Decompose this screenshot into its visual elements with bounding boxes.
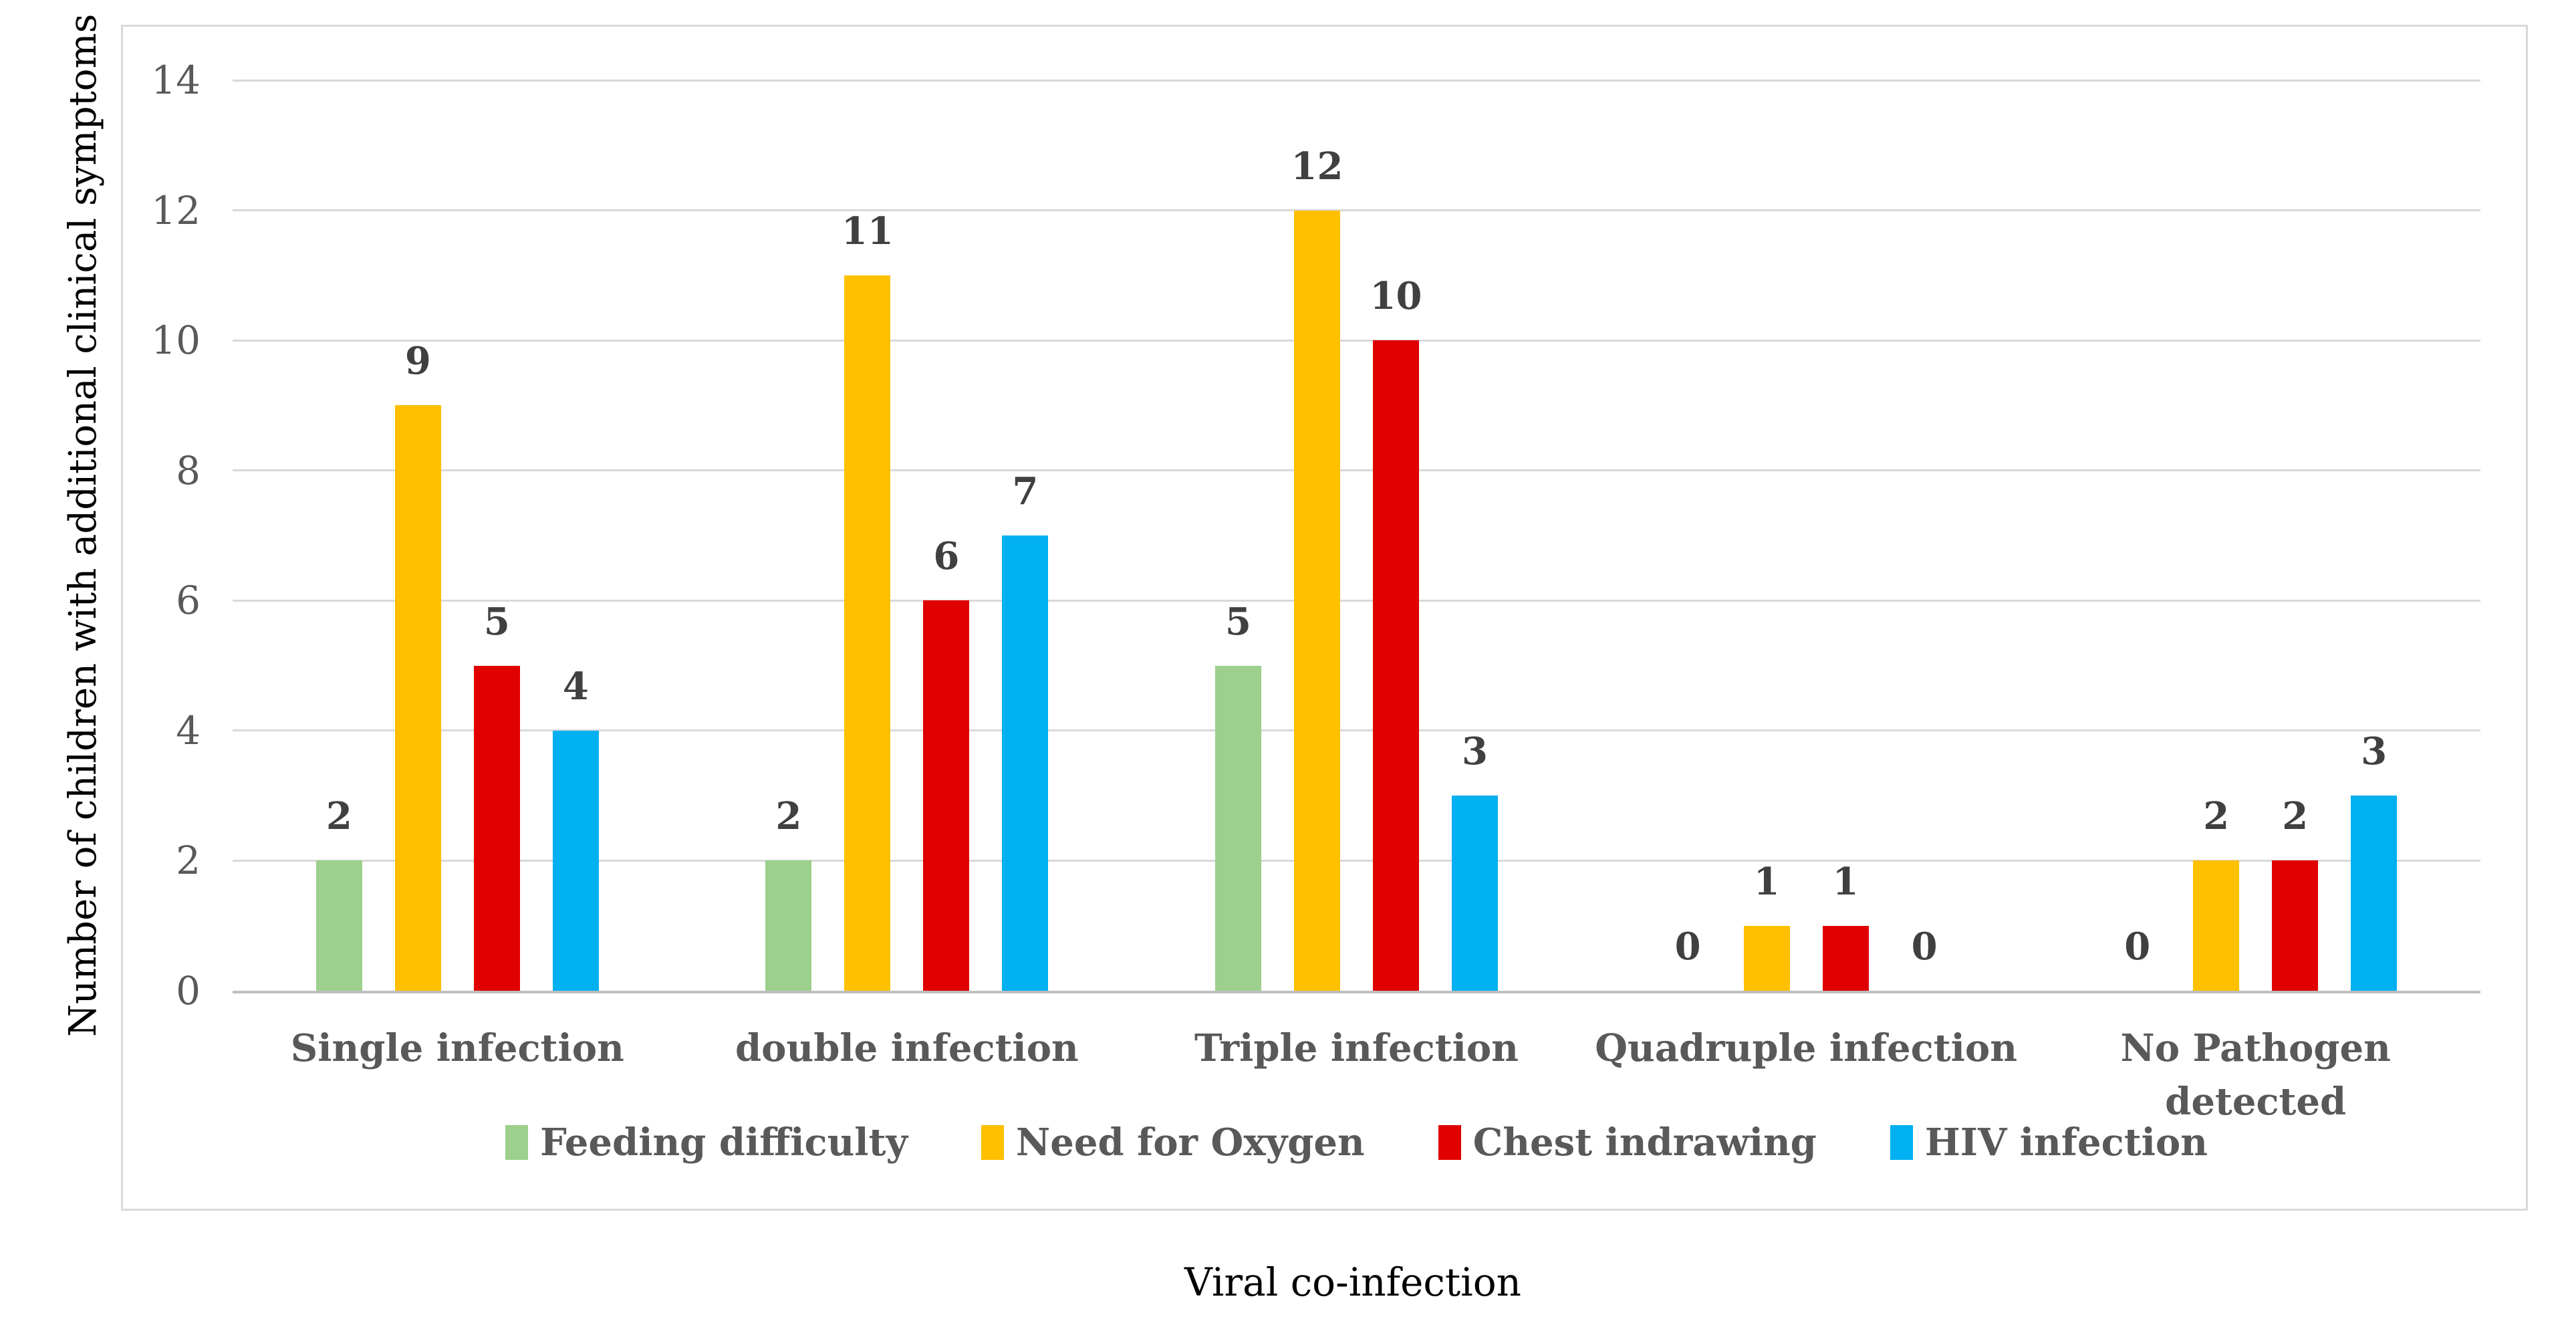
- bar-chest-indrawing: [923, 600, 970, 991]
- legend-swatch-icon: [1890, 1125, 1913, 1160]
- legend-swatch-icon: [1438, 1125, 1461, 1160]
- bar-need-for-oxygen: [1294, 210, 1340, 991]
- gridline: [233, 729, 2480, 732]
- data-label: 2: [326, 794, 352, 839]
- legend-item: Need for Oxygen: [981, 1120, 1365, 1165]
- legend: Feeding difficulty Need for Oxygen Chest i…: [233, 1112, 2480, 1173]
- bar-hiv-infection: [1452, 796, 1498, 991]
- bar-need-for-oxygen: [2193, 860, 2240, 991]
- bar-chest-indrawing: [1822, 925, 1869, 991]
- data-label: 2: [2282, 794, 2309, 839]
- data-label: 5: [483, 599, 510, 644]
- gridline: [233, 209, 2480, 212]
- y-tick-label: 2: [176, 838, 201, 884]
- bar-need-for-oxygen: [394, 405, 441, 991]
- bar-feeding-difficulty: [765, 860, 812, 991]
- gridline: [233, 339, 2480, 342]
- gridline: [233, 859, 2480, 862]
- data-label: 5: [1225, 599, 1251, 644]
- data-label: 0: [1911, 925, 1938, 969]
- x-axis-title: Viral co-infection: [1184, 1260, 1522, 1305]
- y-tick-label: 14: [151, 57, 201, 103]
- data-label: 10: [1370, 274, 1422, 319]
- bar-feeding-difficulty: [315, 860, 362, 991]
- category-label: Triple infection: [1194, 1026, 1519, 1070]
- bar-chest-indrawing: [473, 665, 520, 991]
- data-label: 3: [1462, 729, 1488, 774]
- category-label: Single infection: [290, 1026, 624, 1070]
- data-label: 6: [933, 534, 960, 579]
- category-label: double infection: [735, 1026, 1079, 1070]
- y-tick-label: 10: [151, 318, 201, 364]
- bar-chest-indrawing: [2272, 860, 2319, 991]
- bar-hiv-infection: [552, 730, 599, 991]
- legend-label: Need for Oxygen: [1016, 1120, 1365, 1165]
- y-tick-label: 12: [151, 187, 201, 233]
- x-axis-line: [233, 991, 2480, 993]
- legend-swatch-icon: [981, 1125, 1004, 1160]
- data-label: 9: [404, 339, 431, 384]
- data-label: 4: [562, 664, 589, 709]
- legend-item: Chest indrawing: [1438, 1120, 1817, 1165]
- data-label: 1: [1832, 859, 1859, 904]
- bar-feeding-difficulty: [1215, 665, 1261, 991]
- gridline: [233, 79, 2480, 82]
- bar-need-for-oxygen: [1743, 925, 1790, 991]
- data-label: 1: [1753, 859, 1780, 904]
- data-label: 0: [2124, 925, 2151, 969]
- y-tick-label: 0: [176, 968, 201, 1013]
- bar-hiv-infection: [1002, 535, 1049, 991]
- y-tick-label: 6: [176, 578, 201, 624]
- bar-need-for-oxygen: [844, 275, 891, 991]
- legend-label: HIV infection: [1924, 1120, 2208, 1165]
- gridline: [233, 469, 2480, 472]
- bar-chest-indrawing: [1373, 340, 1419, 991]
- data-label: 3: [2361, 729, 2388, 774]
- bar-hiv-infection: [2351, 796, 2398, 991]
- y-tick-label: 4: [176, 707, 201, 753]
- legend-swatch-icon: [505, 1125, 529, 1160]
- data-label: 7: [1012, 469, 1039, 513]
- legend-item: Feeding difficulty: [505, 1120, 908, 1165]
- gridline: [233, 599, 2480, 602]
- legend-label: Feeding difficulty: [540, 1120, 908, 1165]
- category-label: Quadruple infection: [1595, 1026, 2017, 1070]
- y-tick-label: 8: [176, 447, 201, 493]
- category-label: No Pathogen detected: [2120, 1026, 2391, 1124]
- data-label: 2: [775, 794, 802, 839]
- data-label: 0: [1674, 925, 1701, 969]
- legend-item: HIV infection: [1890, 1120, 2208, 1165]
- data-label: 11: [841, 209, 894, 253]
- legend-label: Chest indrawing: [1472, 1120, 1817, 1165]
- data-label: 2: [2203, 794, 2230, 839]
- data-label: 12: [1291, 144, 1343, 189]
